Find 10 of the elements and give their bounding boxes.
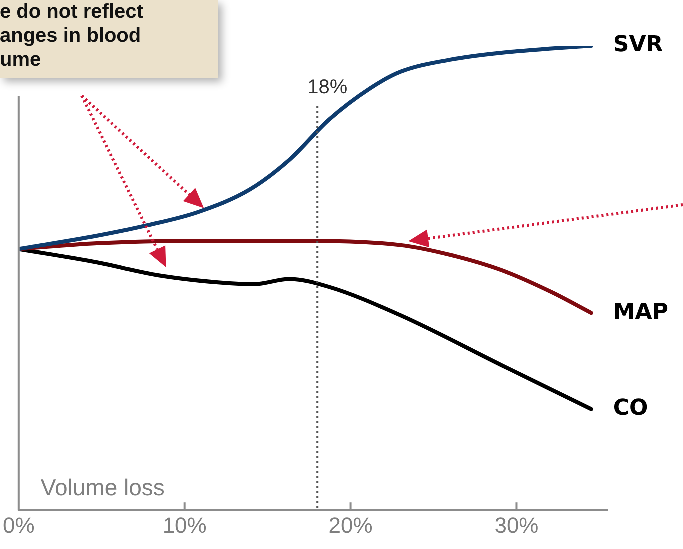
series-label: CO <box>613 396 648 422</box>
callout-box: e do not reflect anges in blood ume <box>0 0 218 78</box>
series-label: MAP <box>613 300 668 325</box>
series-label: SVR <box>613 32 664 58</box>
x-tick-label: 20% <box>328 512 373 538</box>
ref-line-label: 18% <box>308 76 348 99</box>
x-tick-label: 30% <box>494 512 539 538</box>
x-axis-title: Volume loss <box>40 474 165 500</box>
x-tick-label: 0% <box>3 512 35 538</box>
x-tick-label: 10% <box>162 512 207 538</box>
